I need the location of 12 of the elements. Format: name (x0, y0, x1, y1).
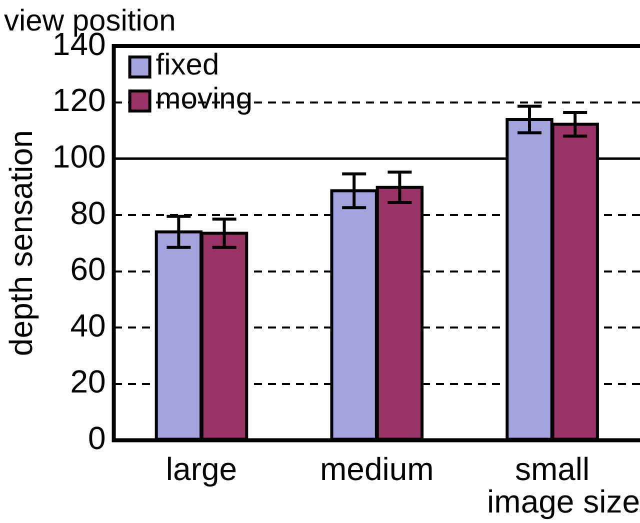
y-axis-title: depth sensation (3, 130, 40, 356)
y-tick-label: 60 (70, 251, 106, 288)
y-tick-label: 120 (52, 82, 106, 118)
y-tick-label: 20 (70, 364, 106, 400)
y-tick-label: 80 (70, 194, 106, 231)
legend-label: moving (156, 82, 253, 116)
x-tick-label: large (166, 451, 238, 488)
legend-label: fixed (156, 48, 220, 82)
y-tick-label: 100 (52, 138, 106, 174)
y-tick-label: 0 (88, 420, 106, 456)
y-tick-label: 40 (70, 307, 106, 344)
x-tick-label: medium (320, 451, 434, 488)
